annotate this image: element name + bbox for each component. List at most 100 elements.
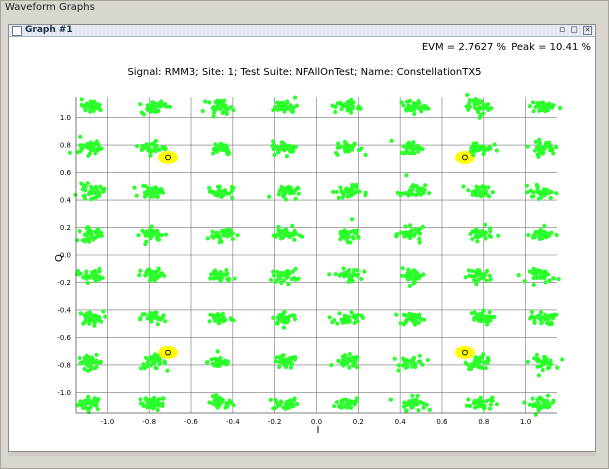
constellation-point	[95, 407, 100, 412]
constellation-point	[327, 315, 332, 320]
constellation-point	[545, 405, 550, 410]
constellation-point	[86, 191, 91, 197]
constellation-point	[273, 405, 278, 411]
constellation-point	[153, 269, 158, 274]
constellation-point	[279, 146, 284, 151]
constellation-point	[417, 312, 422, 317]
constellation-point	[144, 239, 149, 244]
constellation-point	[277, 276, 282, 281]
constellation-point	[411, 105, 416, 110]
constellation-point	[331, 189, 336, 194]
constellation-point	[269, 277, 274, 282]
constellation-point	[214, 315, 219, 320]
constellation-point	[338, 231, 343, 236]
constellation-point	[149, 106, 154, 111]
constellation-point	[86, 407, 91, 412]
constellation-point	[526, 232, 531, 238]
constellation-point	[411, 363, 416, 369]
constellation-point	[336, 358, 341, 363]
constellation-point	[278, 101, 283, 106]
constellation-point	[342, 234, 347, 239]
constellation-cluster	[79, 97, 103, 114]
constellation-point	[86, 153, 91, 158]
constellation-point	[92, 276, 97, 281]
constellation-point	[77, 355, 82, 361]
constellation-point	[222, 148, 227, 153]
constellation-point	[226, 106, 231, 111]
constellation-point	[216, 321, 221, 326]
constellation-point	[474, 269, 479, 274]
constellation-point	[219, 99, 225, 104]
maximize-icon[interactable]: ◻	[570, 25, 578, 35]
constellation-cluster	[528, 309, 559, 327]
constellation-point	[95, 277, 101, 282]
constellation-point	[489, 106, 494, 111]
constellation-point	[542, 315, 547, 320]
constellation-point	[537, 269, 542, 275]
constellation-point	[350, 147, 355, 152]
constellation-point	[286, 188, 291, 193]
x-axis-label: I	[317, 425, 320, 436]
constellation-point	[407, 283, 412, 289]
constellation-point	[93, 104, 98, 109]
constellation-point	[276, 228, 281, 233]
constellation-point	[91, 319, 97, 325]
constellation-point	[476, 186, 482, 191]
constellation-point	[543, 269, 548, 274]
y-tick-label: 0.4	[60, 197, 72, 205]
constellation-point	[525, 144, 530, 149]
constellation-point	[82, 367, 87, 372]
graph-titlebar[interactable]: Graph #1 ▫ ◻ ✕	[9, 25, 595, 37]
constellation-point	[407, 106, 412, 111]
constellation-point	[464, 403, 469, 408]
constellation-point	[83, 237, 88, 242]
constellation-point	[411, 144, 416, 150]
constellation-point	[148, 278, 153, 283]
constellation-point	[551, 276, 556, 281]
error-regions	[158, 150, 475, 360]
constellation-point	[80, 405, 86, 410]
constellation-point	[165, 368, 170, 373]
constellation-point	[203, 99, 208, 104]
constellation-cluster	[270, 139, 298, 159]
constellation-point	[98, 184, 103, 189]
constellation-point	[210, 229, 215, 234]
constellation-point	[486, 185, 491, 190]
axes: -1.0 -0.8 -0.6 -0.4 -0.2 0.0 0.2 0.4 0.6 0.8 1.0 1.…	[57, 97, 557, 426]
constellation-point	[356, 235, 361, 240]
constellation-point	[149, 316, 154, 321]
constellation-point	[98, 359, 103, 364]
constellation-point	[102, 186, 107, 192]
constellation-point	[539, 321, 544, 326]
constellation-point	[286, 106, 291, 111]
close-icon[interactable]: ✕	[583, 26, 592, 35]
constellation-point	[408, 313, 413, 318]
constellation-point	[533, 401, 538, 406]
constellation-point	[329, 363, 334, 368]
constellation-point	[148, 153, 153, 158]
constellation-cluster	[461, 184, 495, 199]
reference-marker	[462, 349, 468, 356]
constellation-point	[144, 142, 149, 147]
constellation-point	[216, 405, 221, 410]
constellation-point	[145, 147, 151, 153]
constellation-point	[207, 319, 212, 324]
constellation-point	[350, 182, 355, 188]
constellation-point	[137, 273, 142, 278]
constellation-point	[522, 279, 527, 284]
constellation-point	[535, 189, 540, 194]
constellation-point	[406, 275, 411, 280]
constellation-point	[488, 234, 493, 239]
minimize-icon[interactable]: ▫	[558, 25, 566, 35]
constellation-point	[211, 151, 216, 156]
constellation-point	[549, 320, 554, 325]
constellation-point	[93, 191, 99, 196]
constellation-point	[418, 273, 423, 279]
constellation-point	[344, 320, 349, 325]
constellation-point	[481, 102, 486, 107]
constellation-point	[402, 234, 407, 239]
constellation-cluster	[75, 394, 101, 415]
constellation-point	[82, 313, 87, 318]
y-tick-label: 1.0	[60, 114, 71, 122]
constellation-point	[401, 356, 406, 361]
